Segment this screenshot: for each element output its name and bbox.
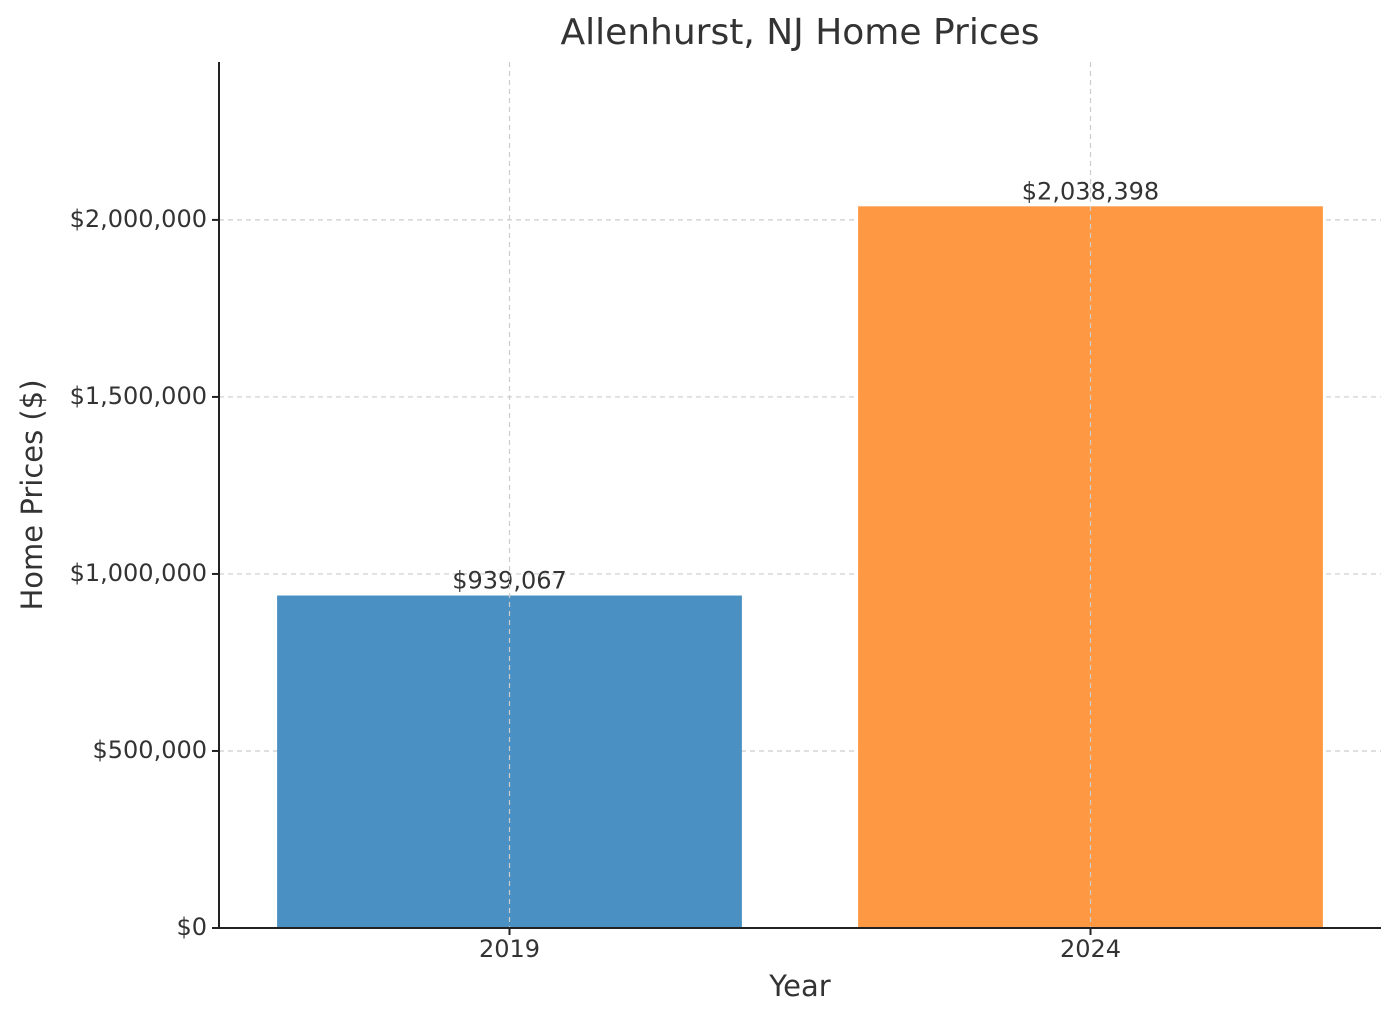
chart-title: Allenhurst, NJ Home Prices [560,12,1039,53]
x-tick-label: 2019 [479,935,540,963]
y-tick-label: $1,000,000 [70,559,207,587]
value-label: $939,067 [452,567,567,595]
y-tick-label: $0 [176,913,207,941]
x-tick-label: 2024 [1060,935,1121,963]
y-axis-label: Home Prices ($) [15,379,49,610]
bar [277,595,742,928]
x-axis-label: Year [768,969,830,1003]
y-tick-label: $500,000 [92,736,207,764]
y-tick-label: $1,500,000 [70,382,207,410]
y-tick-label: $2,000,000 [70,205,207,233]
